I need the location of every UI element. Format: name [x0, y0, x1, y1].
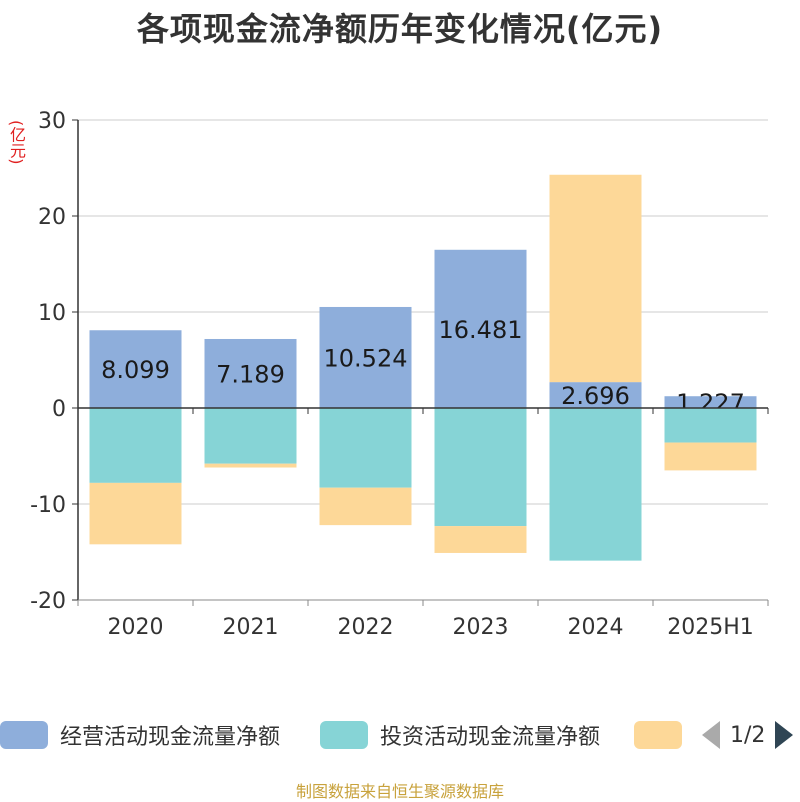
y-tick-label: 10: [38, 301, 66, 326]
y-tick-label: 0: [52, 397, 66, 422]
bar-series-2-2025H1: [664, 442, 757, 471]
stacked-bar-chart: 30 20 10 0 -10 -20 8.099 7.189 10.524 16.481 2.696…: [30, 109, 769, 640]
y-tick-label: 20: [38, 205, 66, 230]
legend-item-operating[interactable]: 经营活动现金流量净额: [0, 717, 280, 753]
legend-item-investing[interactable]: 投资活动现金流量净额: [320, 717, 600, 753]
bar-series-2-2020: [89, 482, 182, 545]
bar-series-2-2021: [204, 463, 297, 468]
legend-label-investing: 投资活动现金流量净额: [380, 725, 601, 750]
bar-data-label: 2.696: [561, 382, 630, 410]
bar-series-2-2022: [319, 487, 412, 526]
y-tick-label: -20: [30, 589, 66, 614]
legend-item-financing[interactable]: [634, 717, 694, 753]
y-tick-label: -10: [30, 493, 66, 518]
bar-data-label: 10.524: [324, 344, 408, 372]
bar-series-2-2024: [549, 174, 642, 383]
x-tick-label: 2020: [108, 615, 164, 640]
bar-series-1-2022: [319, 408, 412, 488]
x-tick-label: 2023: [453, 615, 509, 640]
bar-data-label: 16.481: [439, 316, 523, 344]
bar-series-1-2025H1: [664, 408, 757, 443]
legend-swatch-investing: [320, 721, 368, 749]
bar-series-1-2023: [434, 408, 527, 527]
legend-label-operating: 经营活动现金流量净额: [60, 725, 281, 750]
legend-pager: 1/2: [702, 717, 794, 753]
bar-series-0-2022: [319, 306, 412, 408]
bar-series-0-2023: [434, 249, 527, 408]
legend-prev-arrow-icon[interactable]: [702, 721, 720, 749]
bar-series-0-2021: [204, 338, 297, 408]
bar-series-1-2024: [549, 408, 642, 561]
legend: 经营活动现金流量净额 投资活动现金流量净额 1/2: [0, 717, 800, 753]
bar-series-1-2020: [89, 408, 182, 483]
y-axis-unit-label: (亿元): [7, 120, 26, 165]
bar-data-label: 7.189: [216, 360, 285, 388]
legend-swatch-operating: [0, 721, 48, 749]
x-tick-label: 2025H1: [667, 615, 754, 640]
bar-series-1-2021: [204, 408, 297, 464]
x-tick-label: 2021: [223, 615, 279, 640]
legend-swatch-financing: [634, 721, 682, 749]
data-source-note: 制图数据来自恒生聚源数据库: [295, 782, 504, 801]
bar-series-0-2020: [89, 330, 182, 408]
bar-data-label: 8.099: [101, 356, 170, 384]
legend-page-indicator: 1/2: [730, 722, 766, 748]
bar-series-0-2024: [549, 382, 642, 408]
chart-title: 各项现金流净额历年变化情况(亿元): [136, 10, 664, 48]
x-tick-label: 2022: [338, 615, 394, 640]
y-tick-label: 30: [38, 109, 66, 134]
bar-series-2-2023: [434, 526, 527, 553]
legend-next-arrow-icon[interactable]: [775, 721, 794, 749]
x-tick-label: 2024: [568, 615, 624, 640]
bar-series-0-2025H1: [664, 396, 757, 408]
